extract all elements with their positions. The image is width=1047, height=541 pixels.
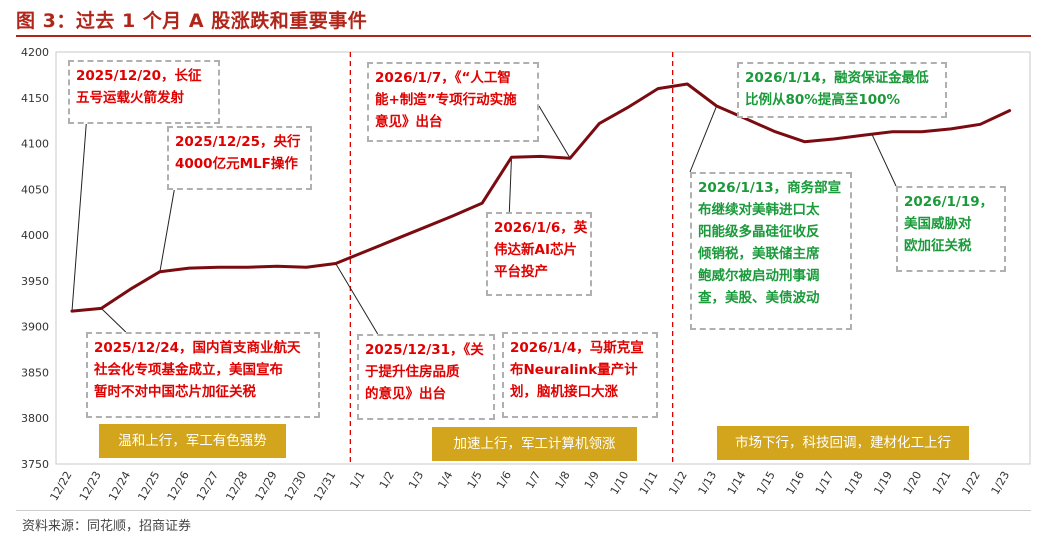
x-tick-label: 1/21 — [930, 469, 954, 497]
annotation-leader-line — [159, 189, 175, 272]
title-divider — [16, 35, 1031, 37]
x-tick-label: 1/13 — [696, 469, 720, 497]
phase-label: 加速上行，军工计算机领涨 — [432, 427, 637, 461]
x-tick-label: 1/14 — [725, 469, 749, 497]
y-tick-label: 3900 — [21, 321, 49, 334]
x-tick-label: 1/2 — [377, 469, 397, 491]
x-tick-label: 12/24 — [106, 469, 133, 503]
y-tick-label: 3800 — [21, 412, 49, 425]
source-divider — [16, 510, 1031, 511]
x-tick-label: 12/27 — [194, 469, 221, 503]
x-tick-label: 12/29 — [253, 469, 280, 503]
annotation-box: 2025/12/20，长征 五号运载火箭发射 — [68, 60, 220, 124]
x-tick-label: 1/3 — [406, 469, 426, 491]
x-tick-label: 12/23 — [77, 469, 104, 503]
x-tick-label: 1/9 — [582, 469, 602, 491]
phase-label: 温和上行，军工有色强势 — [99, 424, 286, 458]
x-tick-label: 12/28 — [223, 469, 250, 503]
x-tick-label: 1/1 — [347, 469, 367, 491]
plot-frame — [55, 51, 1031, 465]
x-tick-label: 1/5 — [465, 469, 485, 491]
x-tick-label: 1/7 — [523, 469, 543, 491]
x-tick-label: 1/19 — [871, 469, 895, 497]
x-tick-label: 12/30 — [282, 469, 309, 503]
annotation-leader-line — [100, 307, 127, 333]
annotation-box: 2025/12/24，国内首支商业航天 社会化专项基金成立，美国宣布 暂时不对中… — [86, 332, 320, 418]
x-tick-label: 12/22 — [47, 469, 74, 503]
annotation-box: 2026/1/13，商务部宣 布继续对美韩进口太 阳能级多晶硅征收反 倾销税，美… — [690, 172, 852, 330]
y-tick-label: 3750 — [21, 458, 49, 471]
y-tick-label: 4000 — [21, 229, 49, 242]
x-tick-label: 12/25 — [135, 469, 162, 503]
x-tick-label: 1/6 — [494, 469, 514, 491]
x-tick-label: 1/10 — [608, 469, 632, 497]
annotation-leader-line — [335, 263, 379, 335]
annotation-box: 2026/1/6，英 伟达新AI芯片 平台投产 — [486, 212, 592, 296]
annotation-box: 2026/1/4，马斯克宣 布Neuralink量产计 划，脑机接口大涨 — [502, 332, 658, 418]
x-tick-label: 1/18 — [842, 469, 866, 497]
x-tick-label: 1/20 — [901, 469, 925, 497]
annotation-box: 2026/1/14，融资保证金最低 比例从80%提高至100% — [737, 62, 947, 118]
annotation-leader-line — [871, 134, 897, 187]
annotation-leader-line — [538, 105, 571, 159]
x-tick-label: 1/17 — [813, 469, 837, 497]
x-tick-label: 1/8 — [553, 469, 573, 491]
y-tick-label: 4050 — [21, 183, 49, 196]
y-tick-label: 4150 — [21, 92, 49, 105]
x-tick-label: 12/31 — [311, 469, 338, 503]
annotation-box: 2025/12/25，央行 4000亿元MLF操作 — [167, 126, 312, 190]
annotation-leader-line — [508, 157, 512, 213]
annotation-box: 2026/1/19， 美国威胁对 欧加征关税 — [896, 186, 1006, 272]
source-note: 资料来源：同花顺，招商证券 — [22, 519, 192, 534]
x-tick-label: 1/11 — [637, 469, 661, 497]
x-tick-label: 1/12 — [666, 469, 690, 497]
phase-label: 市场下行，科技回调，建材化工上行 — [717, 426, 969, 460]
x-tick-label: 1/4 — [435, 469, 455, 491]
line-chart: 3750 3800 3850 3900 3950 4000 4050 4100 4150 4200… — [21, 46, 1031, 503]
figure-title: 图 3：过去 1 个月 A 股涨跌和重要事件 — [16, 10, 368, 32]
annotation-box: 2026/1/7，《“人工智 能+制造”专项行动实施 意见》出台 — [367, 62, 539, 142]
index-series-line — [70, 82, 1012, 313]
annotation-leader-line — [71, 123, 87, 312]
x-tick-label: 12/26 — [165, 469, 192, 503]
annotation-box: 2025/12/31，《关 于提升住房品质 的意见》出台 — [357, 334, 495, 420]
x-tick-label: 1/22 — [959, 469, 983, 497]
x-tick-label: 1/16 — [783, 469, 807, 497]
annotation-leader-line — [689, 105, 718, 173]
y-tick-label: 4200 — [21, 46, 49, 59]
y-tick-label: 3950 — [21, 275, 49, 288]
y-tick-label: 3850 — [21, 366, 49, 379]
x-tick-label: 1/15 — [754, 469, 778, 497]
y-tick-label: 4100 — [21, 138, 49, 151]
x-tick-label: 1/23 — [989, 469, 1013, 497]
